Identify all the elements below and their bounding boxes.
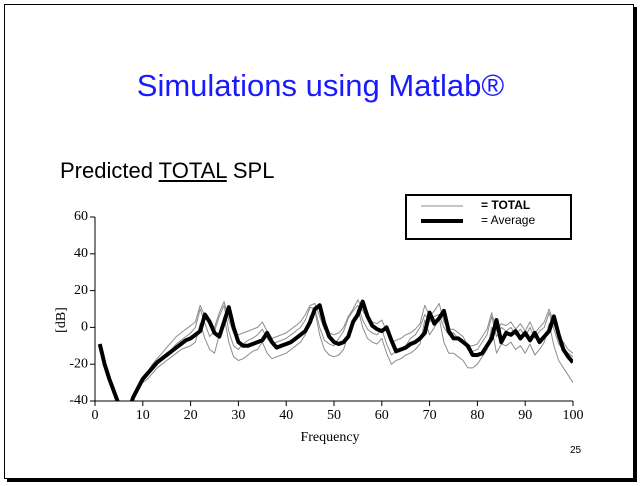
x-tick-label: 60 bbox=[375, 408, 389, 423]
series-line bbox=[97, 299, 573, 401]
legend-label: = TOTAL bbox=[481, 198, 530, 212]
slide-frame bbox=[4, 4, 634, 479]
y-tick-label: -20 bbox=[69, 356, 88, 371]
y-tick-label: -40 bbox=[69, 393, 88, 408]
y-tick-label: 60 bbox=[74, 209, 88, 224]
y-tick-label: 0 bbox=[81, 320, 88, 335]
x-tick-label: 50 bbox=[327, 408, 341, 423]
x-tick-label: 40 bbox=[279, 408, 293, 423]
y-tick-label: 40 bbox=[74, 246, 88, 261]
x-tick-label: 100 bbox=[563, 408, 584, 423]
x-tick-label: 70 bbox=[423, 408, 437, 423]
x-axis-label: Frequency bbox=[300, 430, 359, 445]
legend-label: = Average bbox=[481, 213, 535, 227]
plot-area bbox=[97, 299, 573, 401]
page-number: 25 bbox=[570, 445, 582, 456]
subtitle-text: SPL bbox=[232, 158, 275, 183]
y-tick-label: 20 bbox=[74, 283, 88, 298]
series-line bbox=[142, 299, 573, 378]
subtitle-text: Predicted bbox=[60, 158, 153, 183]
slide-subtitle: Predicted TOTAL SPL bbox=[60, 158, 274, 184]
slide-title: Simulations using Matlab® bbox=[136, 68, 505, 103]
legend-box bbox=[405, 194, 572, 240]
x-tick-label: 90 bbox=[518, 408, 532, 423]
y-axis-label: [dB] bbox=[54, 307, 69, 333]
x-tick-label: 0 bbox=[92, 408, 99, 423]
subtitle-text: TOTAL bbox=[158, 158, 227, 183]
x-tick-label: 20 bbox=[184, 408, 198, 423]
x-tick-label: 10 bbox=[136, 408, 150, 423]
x-tick-label: 30 bbox=[231, 408, 245, 423]
x-tick-label: 80 bbox=[470, 408, 484, 423]
